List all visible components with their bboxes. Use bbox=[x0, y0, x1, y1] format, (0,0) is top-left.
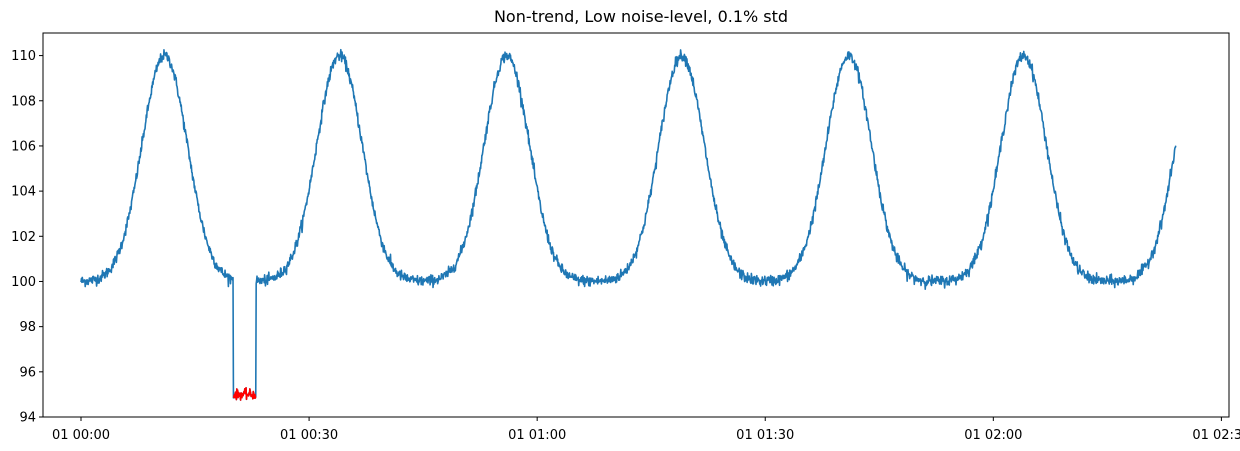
x-tick-label: 01 00:30 bbox=[280, 428, 338, 443]
y-tick-label: 102 bbox=[11, 230, 36, 245]
x-tick-label: 01 01:30 bbox=[736, 428, 794, 443]
x-tick-label: 01 01:00 bbox=[508, 428, 566, 443]
y-tick-label: 98 bbox=[19, 320, 36, 335]
y-tick-label: 104 bbox=[11, 185, 36, 200]
x-tick-label: 01 02:00 bbox=[964, 428, 1022, 443]
x-tick-label: 01 02:30 bbox=[1192, 428, 1240, 443]
y-tick-label: 108 bbox=[11, 94, 36, 109]
x-axis: 01 00:00 01 00:30 01 01:00 01 01:30 01 02:00… bbox=[52, 417, 1240, 443]
series-line-anomaly bbox=[232, 386, 257, 401]
y-tick-label: 94 bbox=[19, 411, 36, 426]
chart-title: Non-trend, Low noise-level, 0.1% std bbox=[494, 7, 788, 26]
y-axis: 94 96 98 100 102 104 106 108 110 bbox=[11, 49, 43, 426]
y-tick-label: 110 bbox=[11, 49, 36, 64]
y-tick-label: 106 bbox=[11, 139, 36, 154]
series-line-main bbox=[80, 48, 1177, 401]
y-tick-label: 100 bbox=[11, 275, 36, 290]
y-tick-label: 96 bbox=[19, 365, 36, 380]
series-layer bbox=[80, 48, 1177, 401]
plot-area bbox=[42, 32, 1230, 418]
x-tick-label: 01 00:00 bbox=[52, 428, 110, 443]
